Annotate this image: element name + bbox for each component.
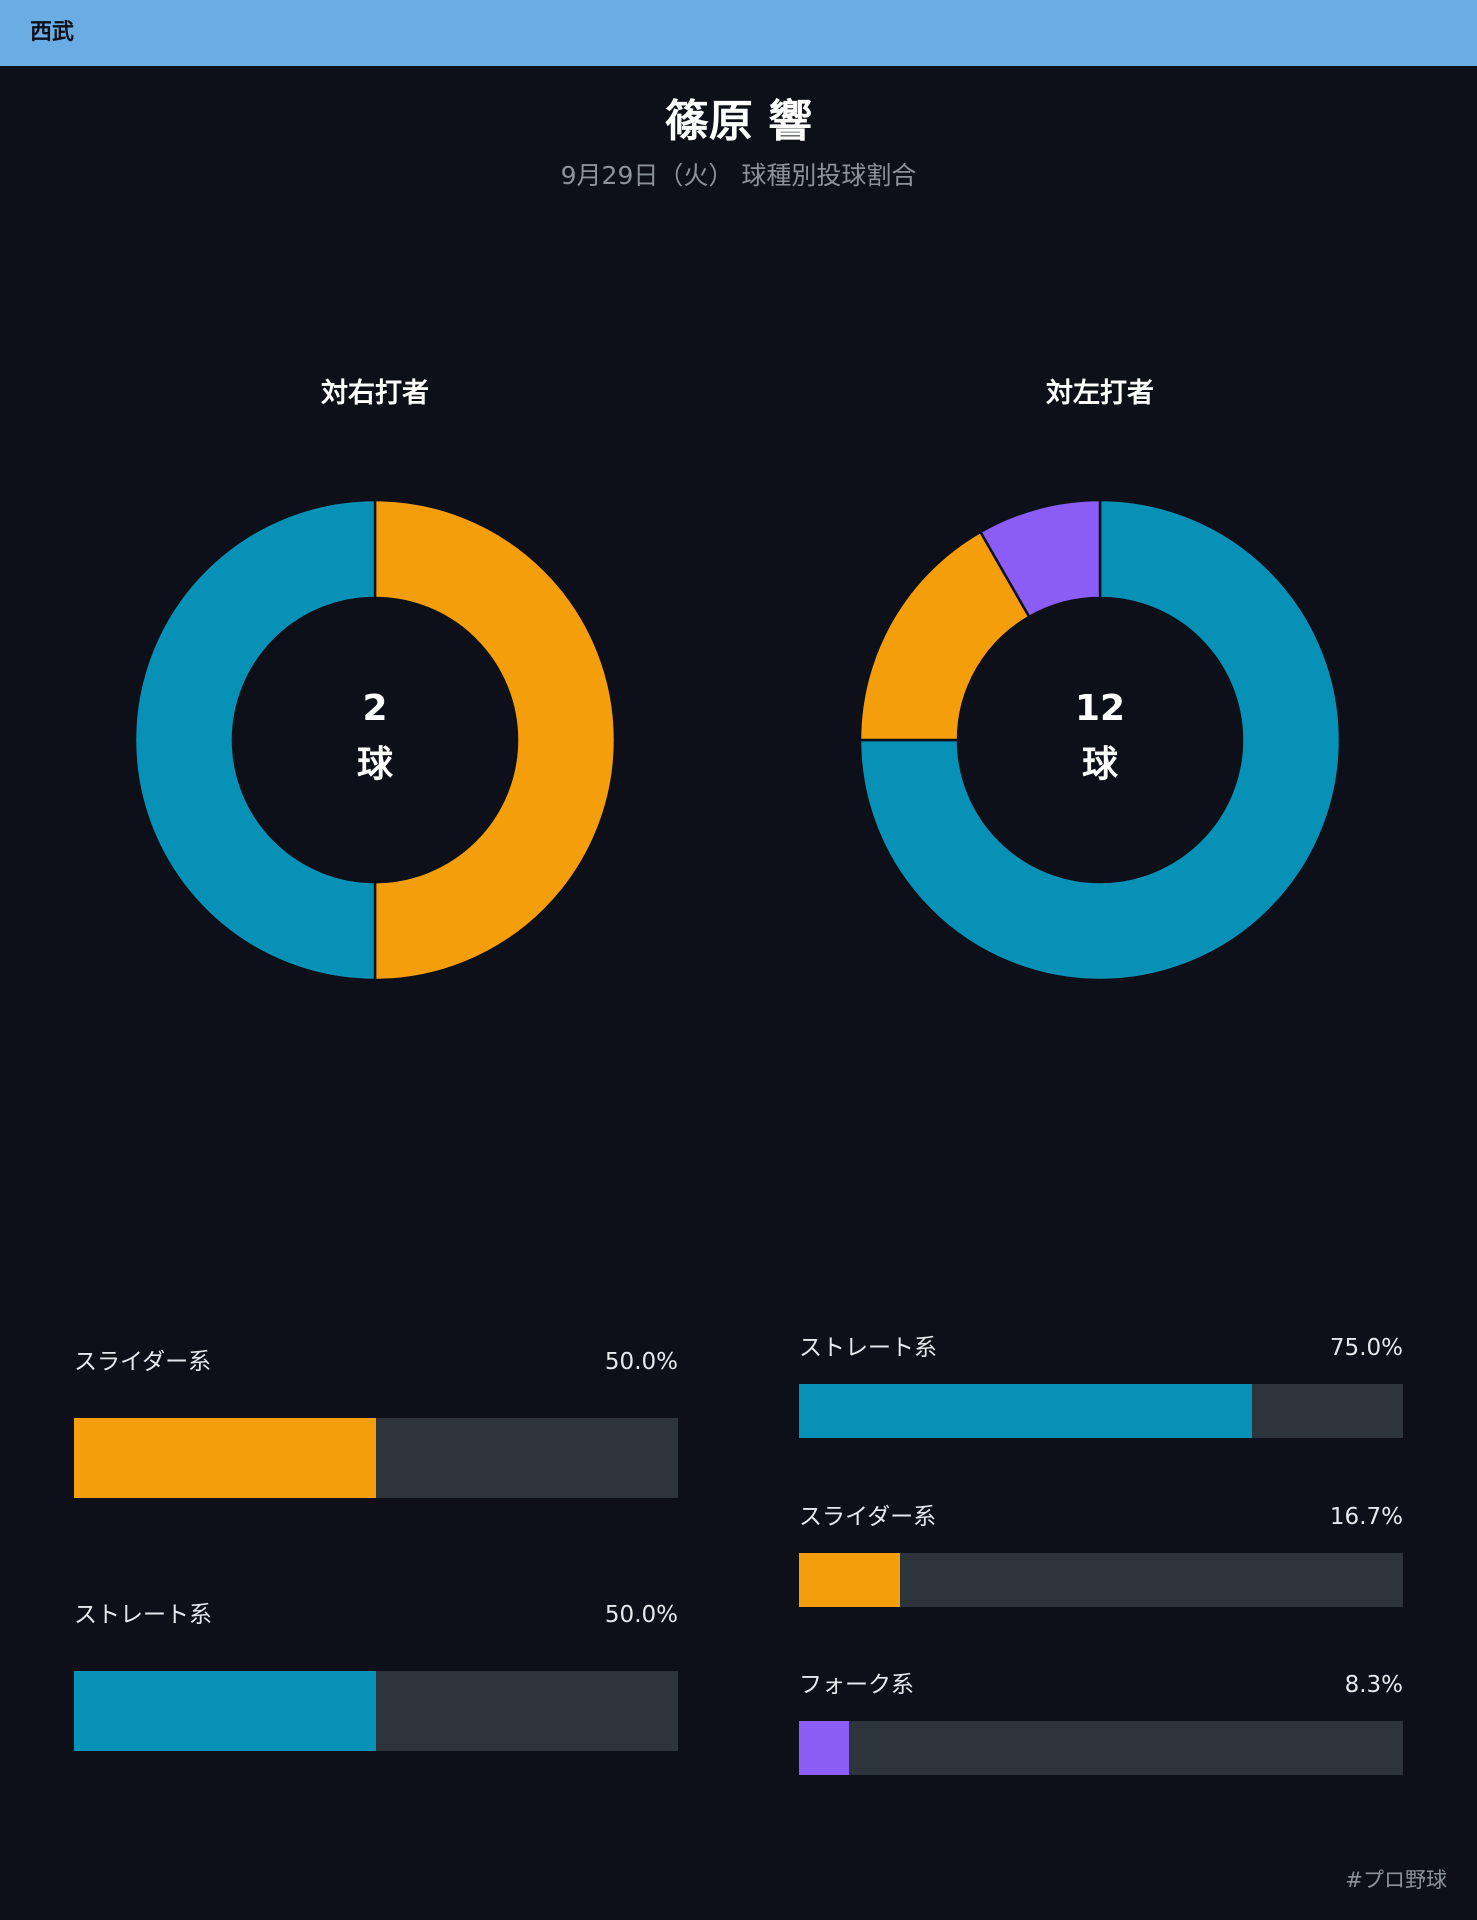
- donut-chart-vs-left: 12 球: [850, 490, 1350, 990]
- total-unit-vs-right: 球: [356, 744, 393, 785]
- bar-row-vs-left-fork: フォーク系 8.3%: [799, 1669, 1403, 1775]
- bar-fill: [799, 1384, 1252, 1438]
- bar-percent: 75.0%: [1329, 1335, 1403, 1361]
- donut-slice-1-0: [858, 498, 1342, 982]
- bar-percent: 8.3%: [1344, 1672, 1403, 1698]
- total-count-vs-left: 12: [1074, 688, 1126, 729]
- bar-track: [799, 1384, 1403, 1438]
- bar-track: [799, 1721, 1403, 1775]
- bar-label: ストレート系: [74, 1602, 212, 1628]
- donut-svg-vs-right: [133, 498, 617, 982]
- bar-track: [799, 1553, 1403, 1607]
- bar-fill: [74, 1671, 376, 1751]
- donut-slice-0-0: [373, 498, 617, 982]
- bar-label: スライダー系: [74, 1349, 212, 1375]
- page-title: 篠原 響: [664, 96, 813, 147]
- bar-row-vs-left-straight: ストレート系 75.0%: [799, 1332, 1403, 1438]
- top-bar: 西武: [0, 0, 1477, 66]
- bar-fill: [799, 1721, 850, 1775]
- donut-slice-1-2: [978, 498, 1102, 619]
- donut-svg-vs-left: [858, 498, 1342, 982]
- donut-slice-0-1: [133, 498, 377, 982]
- bar-label: フォーク系: [799, 1672, 914, 1698]
- page-subtitle: 9月29日（火） 球種別投球割合: [560, 161, 917, 190]
- bar-track: [74, 1418, 678, 1498]
- bar-track: [74, 1671, 678, 1751]
- chart-title-vs-right: 対右打者: [321, 378, 429, 409]
- bar-label: スライダー系: [799, 1504, 937, 1530]
- chart-title-vs-left: 対左打者: [1046, 378, 1154, 409]
- team-name: 西武: [30, 20, 75, 45]
- bar-percent: 50.0%: [604, 1349, 678, 1375]
- bar-percent: 50.0%: [604, 1602, 678, 1628]
- bar-fill: [74, 1418, 376, 1498]
- bar-row-vs-right-slider: スライダー系 50.0%: [74, 1346, 678, 1498]
- bar-row-vs-right-straight: ストレート系 50.0%: [74, 1599, 678, 1751]
- bar-row-vs-left-slider: スライダー系 16.7%: [799, 1501, 1403, 1607]
- bar-label: ストレート系: [799, 1335, 937, 1361]
- total-unit-vs-left: 球: [1081, 744, 1118, 785]
- bar-fill: [799, 1553, 900, 1607]
- bar-percent: 16.7%: [1329, 1504, 1403, 1530]
- total-count-vs-right: 2: [362, 688, 388, 729]
- hashtag: #プロ野球: [1345, 1868, 1447, 1892]
- donut-chart-vs-right: 2 球: [125, 490, 625, 990]
